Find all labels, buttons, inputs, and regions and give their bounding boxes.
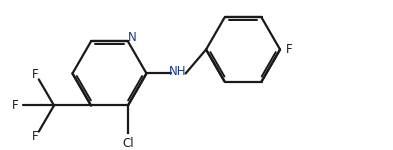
Text: F: F: [32, 130, 39, 143]
Text: F: F: [32, 68, 39, 81]
Text: N: N: [128, 32, 137, 44]
Text: F: F: [286, 43, 293, 56]
Text: F: F: [11, 99, 18, 112]
Text: Cl: Cl: [122, 137, 134, 150]
Text: NH: NH: [169, 65, 187, 78]
